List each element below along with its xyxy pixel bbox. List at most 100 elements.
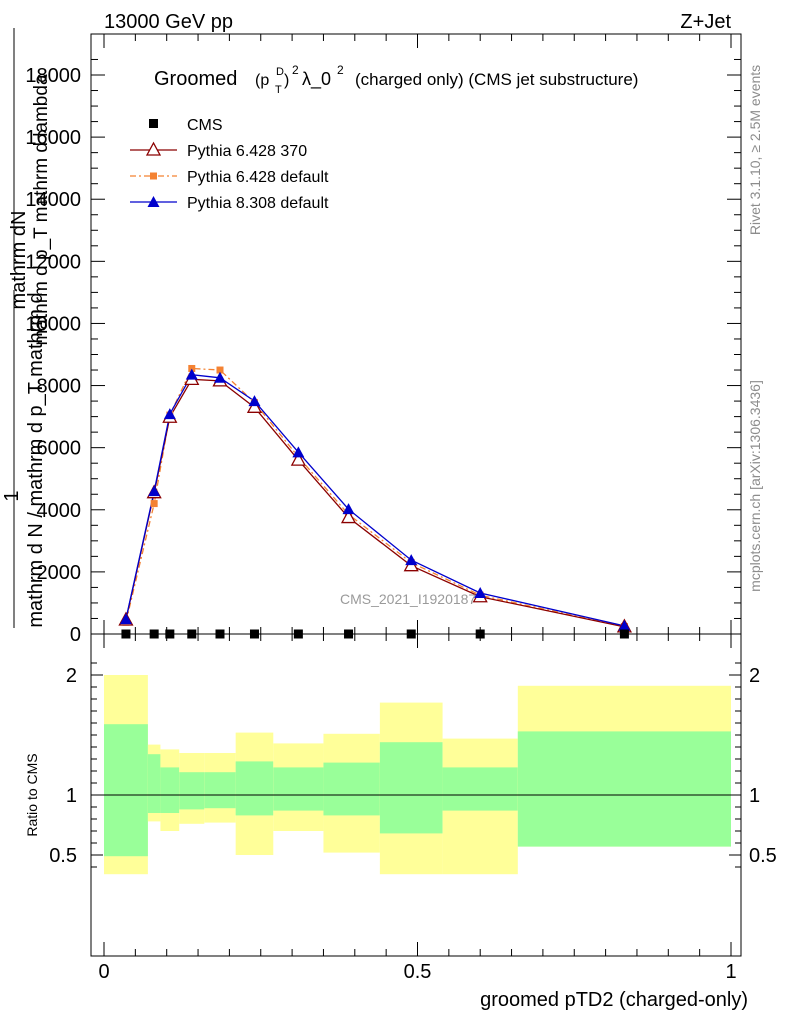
point-py6-370 xyxy=(290,451,306,466)
legend-item-py6-default: Pythia 6.428 default xyxy=(130,169,329,186)
ratio-uncertainty-bands xyxy=(91,675,741,875)
header-energy-label: 13000 GeV pp xyxy=(104,11,233,33)
legend-label-py8: Pythia 8.308 default xyxy=(187,195,329,212)
point-py8 xyxy=(342,503,355,515)
legend-label-py6-370: Pythia 6.428 370 xyxy=(187,143,307,160)
point-py6-default xyxy=(188,364,196,372)
main-y-axis-label: mathrm dN mathrm d p_T mathrm d lambda 1… xyxy=(1,28,52,628)
point-py8 xyxy=(119,613,132,625)
point-py8 xyxy=(248,395,261,407)
title-prefix: Groomed xyxy=(154,68,237,90)
analysis-watermark: CMS_2021_I1920187 xyxy=(340,591,476,607)
main-y-tick-label: 4000 xyxy=(37,500,82,522)
legend-marker-py6-default xyxy=(150,172,157,180)
y-label-bottom: mathrm d N / mathrm d p_T mathrm d xyxy=(25,292,47,627)
point-py8 xyxy=(185,368,198,380)
ratio-y-tick-label-left: 1 xyxy=(66,785,77,807)
main-series-layer xyxy=(118,364,633,639)
main-y-tick-label: 12000 xyxy=(25,251,81,273)
ratio-y-axis-label: Ratio to CMS xyxy=(24,753,40,836)
title-sup-2b: 2 xyxy=(337,63,344,77)
point-cms xyxy=(475,629,485,639)
series-line-py6-370 xyxy=(125,378,625,628)
series-line-py6-default xyxy=(125,367,625,628)
rivet-side-label: Rivet 3.1.10, ≥ 2.5M events xyxy=(747,65,763,235)
ratio-inner-band-bin xyxy=(204,772,236,809)
ratio-inner-band-bin xyxy=(517,731,731,847)
point-py8 xyxy=(618,619,631,631)
main-y-tick-label: 14000 xyxy=(25,189,81,211)
point-py6-370 xyxy=(340,509,357,524)
point-cms xyxy=(165,629,175,639)
main-y-tick-label: 10000 xyxy=(25,313,81,335)
point-cms xyxy=(187,629,197,639)
ratio-inner-band-bin xyxy=(323,762,380,816)
legend-item-cms: CMS xyxy=(149,117,223,134)
legend-marker-py6-370 xyxy=(145,141,162,156)
title-sup-2: 2 xyxy=(292,63,299,77)
ratio-y-tick-label-right: 2 xyxy=(749,665,760,687)
point-cms xyxy=(149,629,159,639)
main-axes: 0 2000 4000 6000 8000 10000 12000 14000 16000 180… xyxy=(25,58,741,646)
main-y-tick-label: 16000 xyxy=(25,127,81,149)
ratio-inner-band-bin xyxy=(379,742,443,834)
legend: CMS Pythia 6.428 370 Pythia 6.428 defaul… xyxy=(130,117,329,212)
ratio-y-tick-label-right: 0.5 xyxy=(749,845,777,867)
title-lambda: λ_0 xyxy=(302,69,331,90)
ratio-inner-band-bin xyxy=(442,767,518,811)
point-cms xyxy=(344,629,354,639)
legend-item-py6-370: Pythia 6.428 370 xyxy=(130,141,307,160)
x-tick-label: 0.5 xyxy=(404,961,432,983)
title-sup-d: D xyxy=(276,66,284,78)
plot-title: Groomed (p D T ) 2 λ_0 2 (charged only) … xyxy=(154,63,638,96)
point-py6-default xyxy=(150,500,158,508)
point-py8 xyxy=(148,485,161,497)
main-y-tick-label: 0 xyxy=(70,624,81,646)
ratio-inner-band-bin xyxy=(104,724,148,857)
ratio-inner-band-bin xyxy=(235,761,274,816)
main-y-tick-label: 6000 xyxy=(37,438,82,460)
point-py8 xyxy=(213,371,226,383)
ratio-axes: 0.5 0.5 1 1 2 2 0 0.5 1 xyxy=(49,34,777,983)
ratio-y-tick-label-left: 0.5 xyxy=(49,845,77,867)
legend-marker-py8 xyxy=(147,196,160,207)
point-cms xyxy=(121,629,131,639)
x-tick-label: 1 xyxy=(725,961,736,983)
point-py6-370 xyxy=(246,398,263,413)
title-close: ) xyxy=(284,72,289,89)
main-y-tick-label: 8000 xyxy=(37,376,82,398)
point-py8 xyxy=(474,587,487,599)
legend-label-cms: CMS xyxy=(187,117,223,134)
legend-item-py8: Pythia 8.308 default xyxy=(130,195,329,212)
point-cms xyxy=(249,629,259,639)
header-process-label: Z+Jet xyxy=(680,11,731,33)
legend-marker-cms xyxy=(149,119,158,128)
y-label-one: 1 xyxy=(1,490,23,501)
legend-label-py6-default: Pythia 6.428 default xyxy=(187,169,329,186)
y-label-top-line-2: mathrm d p_T mathrm d lambda xyxy=(31,74,52,345)
x-axis-label: groomed pTD2 (charged-only) xyxy=(480,989,748,1011)
point-cms xyxy=(619,629,629,639)
ratio-inner-band-bin xyxy=(273,767,324,811)
title-p: (p xyxy=(255,72,269,89)
main-y-tick-label: 2000 xyxy=(37,562,82,584)
ratio-inner-band-bin xyxy=(160,767,180,813)
point-cms xyxy=(406,629,416,639)
title-suffix: (charged only) (CMS jet substructure) xyxy=(355,70,638,89)
ratio-y-tick-label-right: 1 xyxy=(749,785,760,807)
point-py8 xyxy=(292,446,305,458)
point-py8 xyxy=(405,554,418,566)
mcplots-side-label: mcplots.cern.ch [arXiv:1306.3436] xyxy=(747,380,763,592)
main-y-tick-label: 18000 xyxy=(25,65,81,87)
ratio-inner-band-bin xyxy=(179,772,205,810)
point-cms xyxy=(215,629,225,639)
ratio-y-tick-label-left: 2 xyxy=(66,665,77,687)
title-sub-t: T xyxy=(275,84,282,96)
point-cms xyxy=(293,629,303,639)
point-py8 xyxy=(163,408,176,420)
series-line-py8 xyxy=(125,374,625,627)
point-py6-default xyxy=(216,366,224,374)
x-tick-label: 0 xyxy=(98,961,109,983)
ratio-inner-band-bin xyxy=(147,754,161,813)
